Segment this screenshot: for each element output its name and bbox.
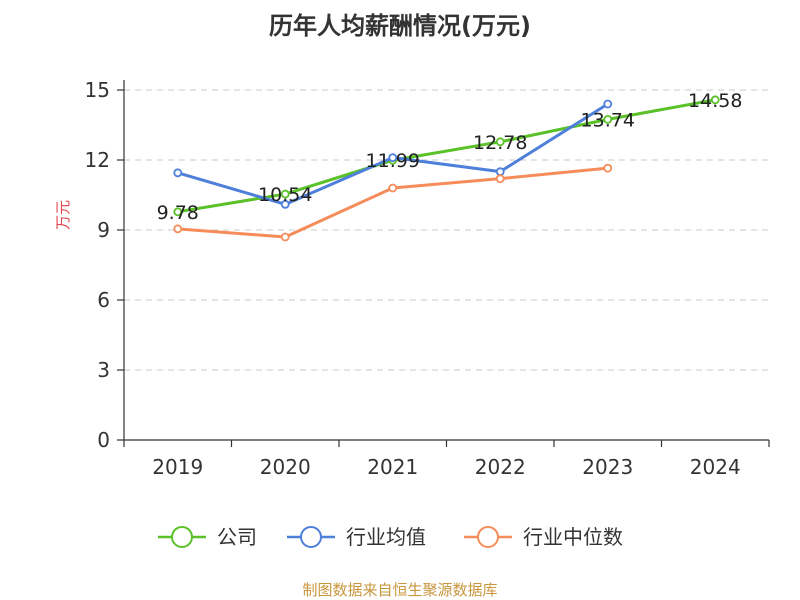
- data-point: [495, 167, 505, 177]
- data-point: [173, 224, 183, 234]
- legend-item-1[interactable]: 行业均值: [287, 525, 426, 549]
- data-label: 10.54: [258, 184, 312, 206]
- source-note: 制图数据来自恒生聚源数据库: [302, 581, 498, 599]
- legend-label: 行业中位数: [523, 525, 623, 549]
- legend-swatch-marker: [477, 526, 499, 548]
- y-tick-label: 12: [85, 148, 110, 172]
- data-point: [173, 207, 183, 217]
- legend-swatch-marker: [300, 526, 322, 548]
- data-point: [495, 137, 505, 147]
- data-label: 12.78: [473, 132, 527, 154]
- data-point: [603, 99, 613, 109]
- x-tick-label: 2021: [367, 455, 418, 479]
- data-label: 9.78: [157, 202, 199, 224]
- series-layer: [173, 95, 720, 242]
- series-line-0: [177, 98, 716, 214]
- data-point: [280, 189, 290, 199]
- data-labels: 9.78 10.54 11.99 12.78 13.74 14.58: [157, 90, 743, 224]
- x-tick-label: 2020: [260, 455, 311, 479]
- y-tick-label: 15: [85, 78, 110, 102]
- data-point: [280, 232, 290, 242]
- y-tick-label: 3: [97, 358, 110, 382]
- data-point: [173, 168, 183, 178]
- data-label: 11.99: [366, 150, 420, 172]
- axes: 0 3 6 9 12 15 2019 2020 2021 2022 2023 2024 万元: [54, 78, 770, 479]
- data-point: [388, 183, 398, 193]
- legend-swatch-marker: [171, 526, 193, 548]
- legend-label: 公司: [217, 525, 257, 549]
- legend[interactable]: 公司 行业均值 行业中位数: [158, 525, 623, 549]
- data-point: [710, 95, 720, 105]
- legend-label: 行业均值: [346, 525, 426, 549]
- y-tick-label: 6: [97, 288, 110, 312]
- data-point: [280, 199, 290, 209]
- data-point: [603, 115, 613, 124]
- data-point: [388, 153, 398, 163]
- legend-item-2[interactable]: 行业中位数: [464, 525, 623, 549]
- y-axis-label: 万元: [54, 200, 72, 230]
- y-tick-label: 9: [97, 218, 110, 242]
- data-label: 13.74: [581, 109, 635, 131]
- x-tick-label: 2019: [152, 455, 203, 479]
- legend-item-0[interactable]: 公司: [158, 525, 257, 549]
- x-tick-label: 2023: [582, 455, 633, 479]
- y-tick-label: 0: [97, 428, 110, 452]
- gridlines: [124, 89, 769, 371]
- x-tick-label: 2022: [475, 455, 526, 479]
- data-label: 14.58: [688, 90, 742, 112]
- data-point: [603, 163, 613, 173]
- chart-title: 历年人均薪酬情况(万元): [269, 12, 531, 40]
- x-tick-label: 2024: [690, 455, 741, 479]
- data-point: [495, 174, 505, 184]
